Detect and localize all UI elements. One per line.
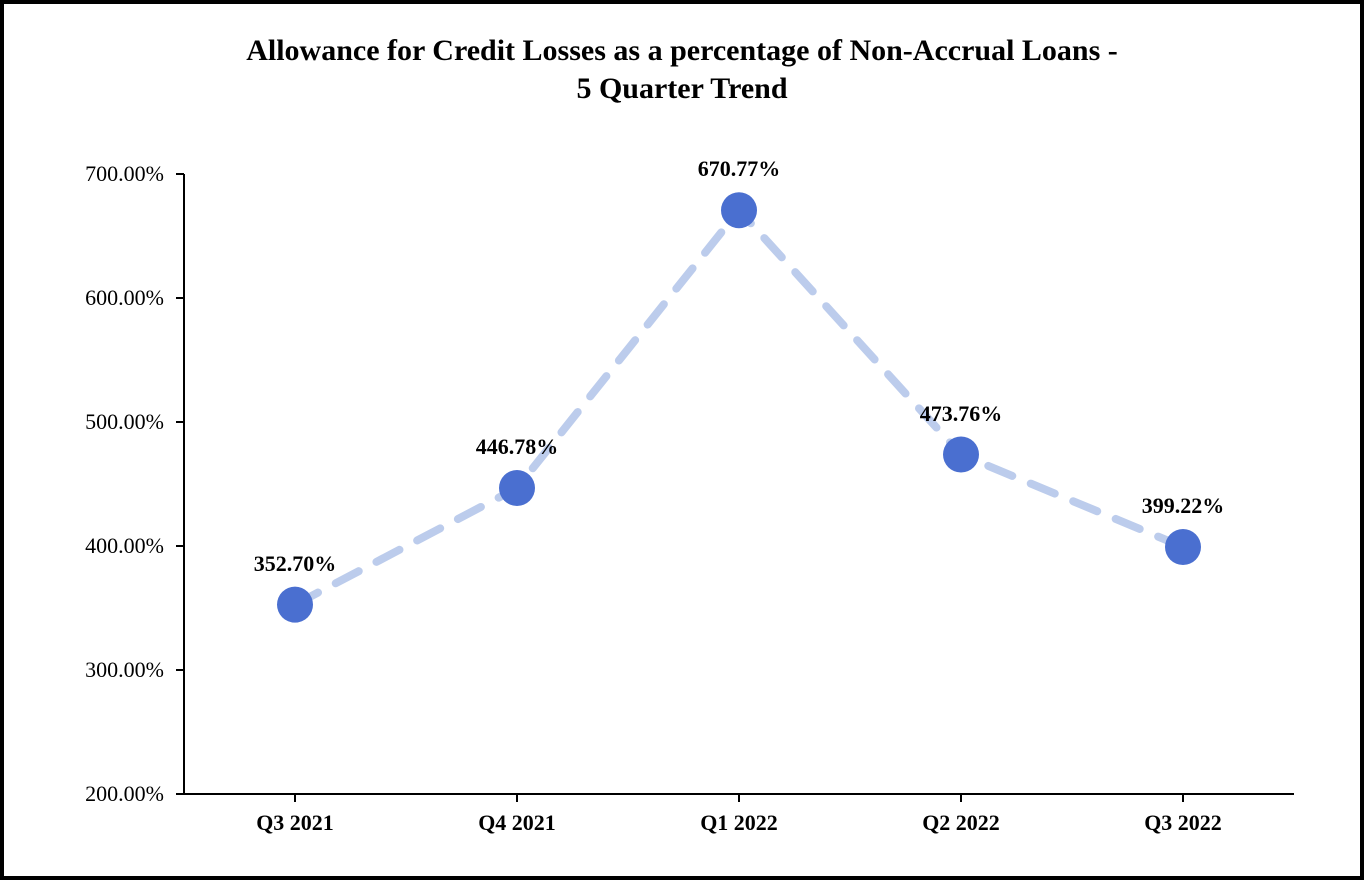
chart-title-line1: Allowance for Credit Losses as a percent… bbox=[4, 32, 1360, 70]
x-tick-label: Q3 2021 bbox=[256, 810, 334, 836]
plot-svg bbox=[184, 174, 1294, 794]
data-point-label: 670.77% bbox=[698, 156, 781, 182]
chart-frame: Allowance for Credit Losses as a percent… bbox=[0, 0, 1364, 880]
plot-area bbox=[184, 174, 1294, 794]
x-tick-label: Q3 2022 bbox=[1144, 810, 1222, 836]
data-point-marker bbox=[721, 192, 757, 228]
y-tick-label: 500.00% bbox=[4, 409, 164, 435]
y-tick-label: 600.00% bbox=[4, 285, 164, 311]
y-tick-label: 200.00% bbox=[4, 781, 164, 807]
y-tick-label: 400.00% bbox=[4, 533, 164, 559]
chart-title-line2: 5 Quarter Trend bbox=[4, 70, 1360, 108]
x-tick-label: Q2 2022 bbox=[922, 810, 1000, 836]
y-tick-label: 700.00% bbox=[4, 161, 164, 187]
data-point-marker bbox=[943, 437, 979, 473]
x-tick-label: Q1 2022 bbox=[700, 810, 778, 836]
data-point-label: 446.78% bbox=[476, 434, 559, 460]
data-point-marker bbox=[1165, 529, 1201, 565]
data-point-marker bbox=[499, 470, 535, 506]
data-point-label: 399.22% bbox=[1142, 493, 1225, 519]
y-tick-label: 300.00% bbox=[4, 657, 164, 683]
x-tick-label: Q4 2021 bbox=[478, 810, 556, 836]
data-point-label: 473.76% bbox=[920, 401, 1003, 427]
data-point-label: 352.70% bbox=[254, 551, 337, 577]
data-point-marker bbox=[277, 587, 313, 623]
chart-title: Allowance for Credit Losses as a percent… bbox=[4, 32, 1360, 107]
